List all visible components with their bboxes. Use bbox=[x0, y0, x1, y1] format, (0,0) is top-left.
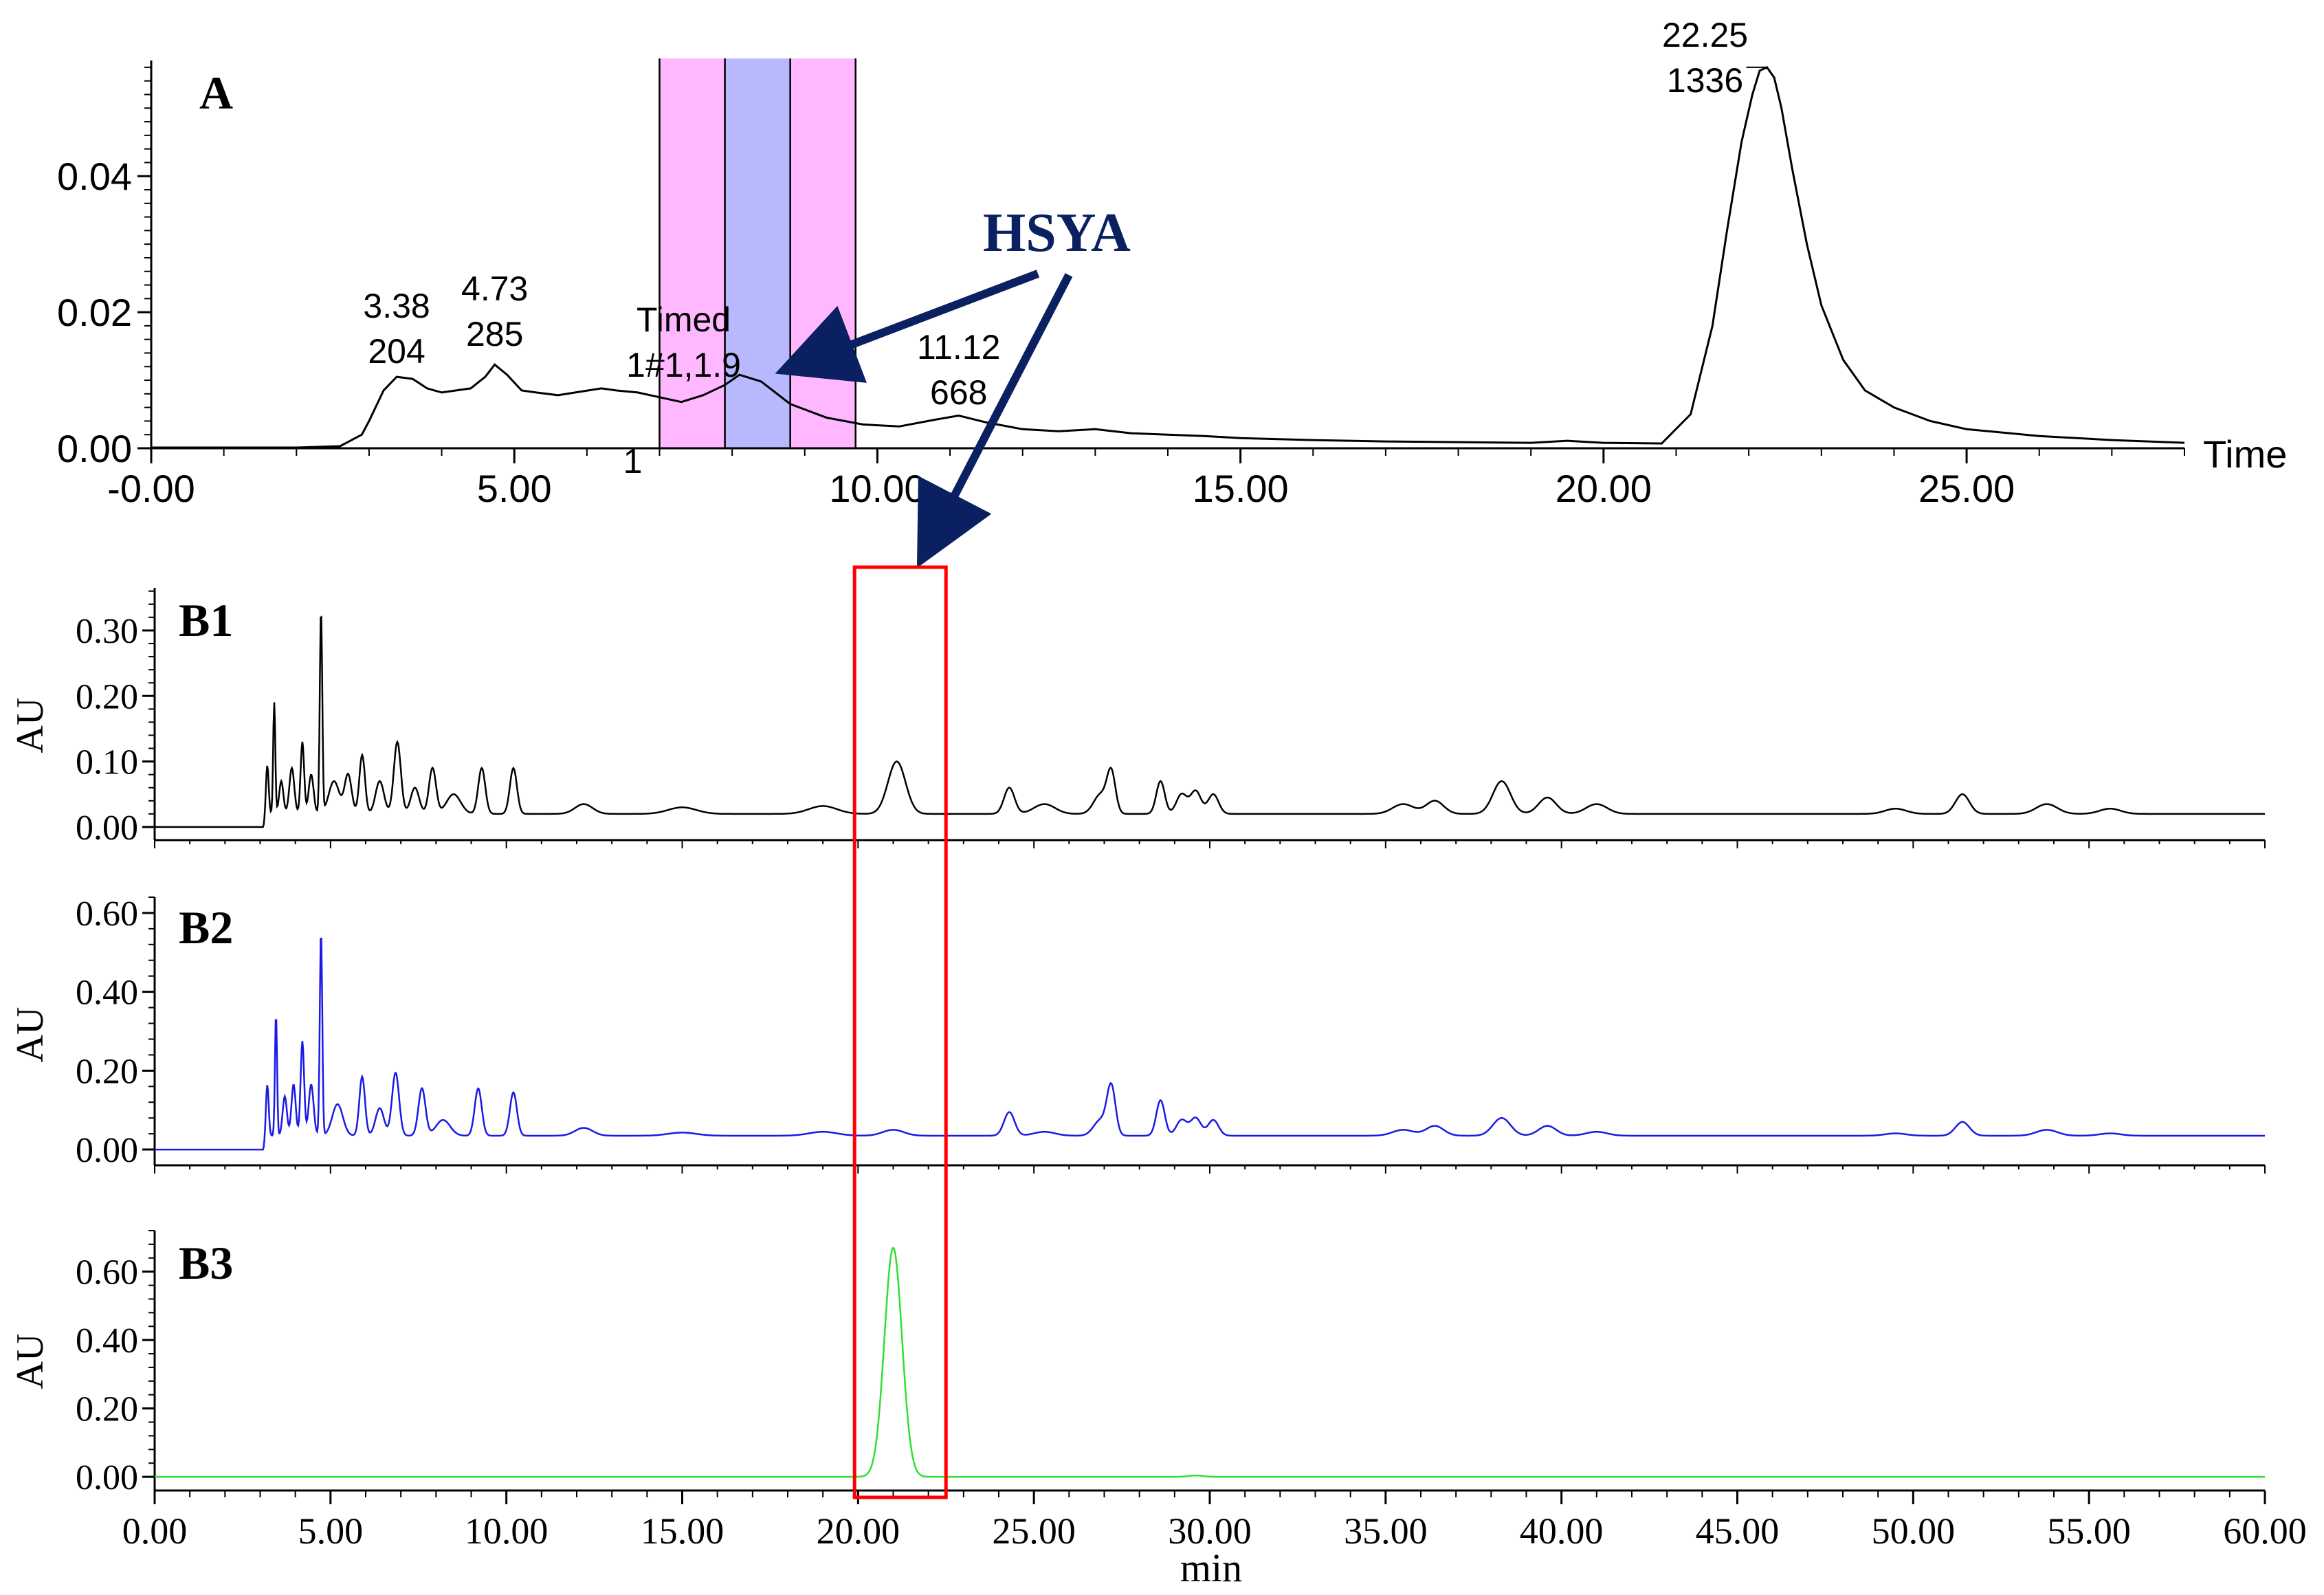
b3-x-tick-label: 55.00 bbox=[2047, 1510, 2131, 1552]
hsya-arrow-to-a bbox=[775, 270, 1040, 383]
a-trace-line bbox=[151, 66, 2185, 449]
b2-y-tick-label: 0.40 bbox=[76, 974, 138, 1013]
a-y-ticks: 0.00 0.02 0.04 bbox=[57, 66, 151, 470]
b3-y-axis-label: AU bbox=[9, 1334, 52, 1389]
b3-x-tick-label: 60.00 bbox=[2223, 1510, 2307, 1552]
a-peak-annotation-text: 1#1,1.9 bbox=[626, 346, 741, 384]
b3-panel-label: B3 bbox=[179, 1237, 233, 1289]
b3-trace-line bbox=[155, 1246, 2265, 1478]
a-shaded-region bbox=[790, 58, 856, 448]
b1-panel-label: B1 bbox=[179, 594, 233, 646]
a-shaded-region bbox=[659, 58, 725, 448]
a-y-tick-label: 0.00 bbox=[57, 427, 132, 470]
b3-y-tick-label: 0.60 bbox=[76, 1253, 138, 1292]
a-x-tick-label: 20.00 bbox=[1556, 467, 1652, 510]
a-peak-annotation-text: 22.25 bbox=[1662, 16, 1748, 54]
b3-x-tick-label: 0.00 bbox=[122, 1510, 188, 1552]
b3-x-tick-label: 10.00 bbox=[465, 1510, 549, 1552]
b3-x-tick-label: 35.00 bbox=[1344, 1510, 1428, 1552]
panel-a: 0.00 0.02 0.04 -0.00 5.00 10.00 15.00 20.00 25.… bbox=[57, 16, 2287, 569]
b2-panel-label: B2 bbox=[179, 901, 233, 954]
b2-y-tick-label: 0.60 bbox=[76, 894, 138, 934]
b2-y-tick-label: 0.00 bbox=[76, 1131, 138, 1170]
a-panel-label: A bbox=[199, 67, 233, 119]
a-peak-annotation-text: 11.12 bbox=[917, 328, 1000, 366]
b3-x-tick-label: 45.00 bbox=[1696, 1510, 1780, 1552]
b3-y-ticks: 0.00 0.20 0.40 0.60 bbox=[76, 1230, 155, 1497]
b1-y-tick-label: 0.30 bbox=[76, 612, 138, 651]
b1-trace-line bbox=[155, 615, 2265, 828]
b3-x-ticks: 0.00 5.00 10.00 15.00 20.00 25.00 30.00 35.00 40… bbox=[122, 1490, 2307, 1552]
b3-y-tick-label: 0.40 bbox=[76, 1321, 138, 1361]
a-peak-annotation-text: 1 bbox=[623, 442, 643, 481]
b1-y-tick-label: 0.10 bbox=[76, 743, 138, 782]
a-peak-annotation-text: 204 bbox=[368, 332, 425, 371]
b2-y-tick-label: 0.20 bbox=[76, 1052, 138, 1091]
panel-b3: 0.00 0.20 0.40 0.60 0.00 5.00 10.00 15.00 20.00… bbox=[9, 1230, 2307, 1590]
b3-x-tick-label: 30.00 bbox=[1168, 1510, 1252, 1552]
b2-trace-line bbox=[155, 937, 2265, 1151]
b3-x-tick-label: 40.00 bbox=[1520, 1510, 1604, 1552]
a-x-tick-label: 15.00 bbox=[1193, 467, 1289, 510]
a-x-tick-label: -0.00 bbox=[107, 467, 195, 510]
a-y-tick-label: 0.04 bbox=[57, 155, 132, 198]
b1-y-ticks: 0.00 0.10 0.20 0.30 bbox=[76, 590, 155, 848]
b2-y-axis-label: AU bbox=[9, 1007, 52, 1063]
a-peak-annotation-text: 4.73 bbox=[461, 270, 528, 308]
b1-x-minor-ticks bbox=[154, 840, 2266, 848]
b2-x-minor-ticks bbox=[154, 1165, 2266, 1174]
b1-y-axis-label: AU bbox=[9, 698, 52, 754]
a-peak-annotations: 3.38 204 4.73 285 Timed 1#1,1.9 1 11.12 668 22.25… bbox=[363, 16, 1767, 481]
a-peak-annotation-text: 285 bbox=[466, 315, 523, 353]
b3-y-tick-label: 0.00 bbox=[76, 1458, 138, 1497]
a-peak-annotation-text: 3.38 bbox=[363, 287, 430, 325]
a-y-tick-label: 0.02 bbox=[57, 291, 132, 334]
b3-x-axis-label: min bbox=[1180, 1546, 1242, 1590]
a-shaded-regions bbox=[659, 58, 856, 448]
a-x-ticks: -0.00 5.00 10.00 15.00 20.00 25.00 bbox=[107, 448, 2185, 510]
b1-y-tick-label: 0.20 bbox=[76, 677, 138, 716]
a-x-axis-label: Time bbox=[2203, 432, 2287, 476]
b3-x-tick-label: 5.00 bbox=[298, 1510, 364, 1552]
b3-x-tick-label: 50.00 bbox=[1872, 1510, 1956, 1552]
a-x-tick-label: 10.00 bbox=[829, 467, 925, 510]
b2-y-ticks: 0.00 0.20 0.40 0.60 bbox=[76, 894, 155, 1170]
a-shaded-region bbox=[724, 58, 790, 448]
panel-b2: 0.00 0.20 0.40 0.60 B2 AU bbox=[9, 894, 2266, 1174]
hsya-arrow-to-b bbox=[916, 273, 1073, 569]
a-peak-annotation-text: 668 bbox=[930, 373, 987, 412]
a-peak-annotation-text: 1336 bbox=[1667, 61, 1743, 100]
b1-y-tick-label: 0.00 bbox=[76, 808, 138, 848]
a-x-tick-label: 25.00 bbox=[1918, 467, 2015, 510]
b3-x-tick-label: 25.00 bbox=[992, 1510, 1076, 1552]
a-peak-annotation-text: Timed bbox=[637, 300, 731, 339]
b3-x-tick-label: 15.00 bbox=[641, 1510, 724, 1552]
hsya-label: HSYA bbox=[983, 203, 1131, 263]
b3-y-tick-label: 0.20 bbox=[76, 1390, 138, 1429]
a-x-tick-label: 5.00 bbox=[477, 467, 552, 510]
b3-x-tick-label: 20.00 bbox=[817, 1510, 900, 1552]
panel-b1: 0.00 0.10 0.20 0.30 B1 AU bbox=[9, 588, 2266, 848]
hsya-highlight-box bbox=[852, 565, 948, 1499]
